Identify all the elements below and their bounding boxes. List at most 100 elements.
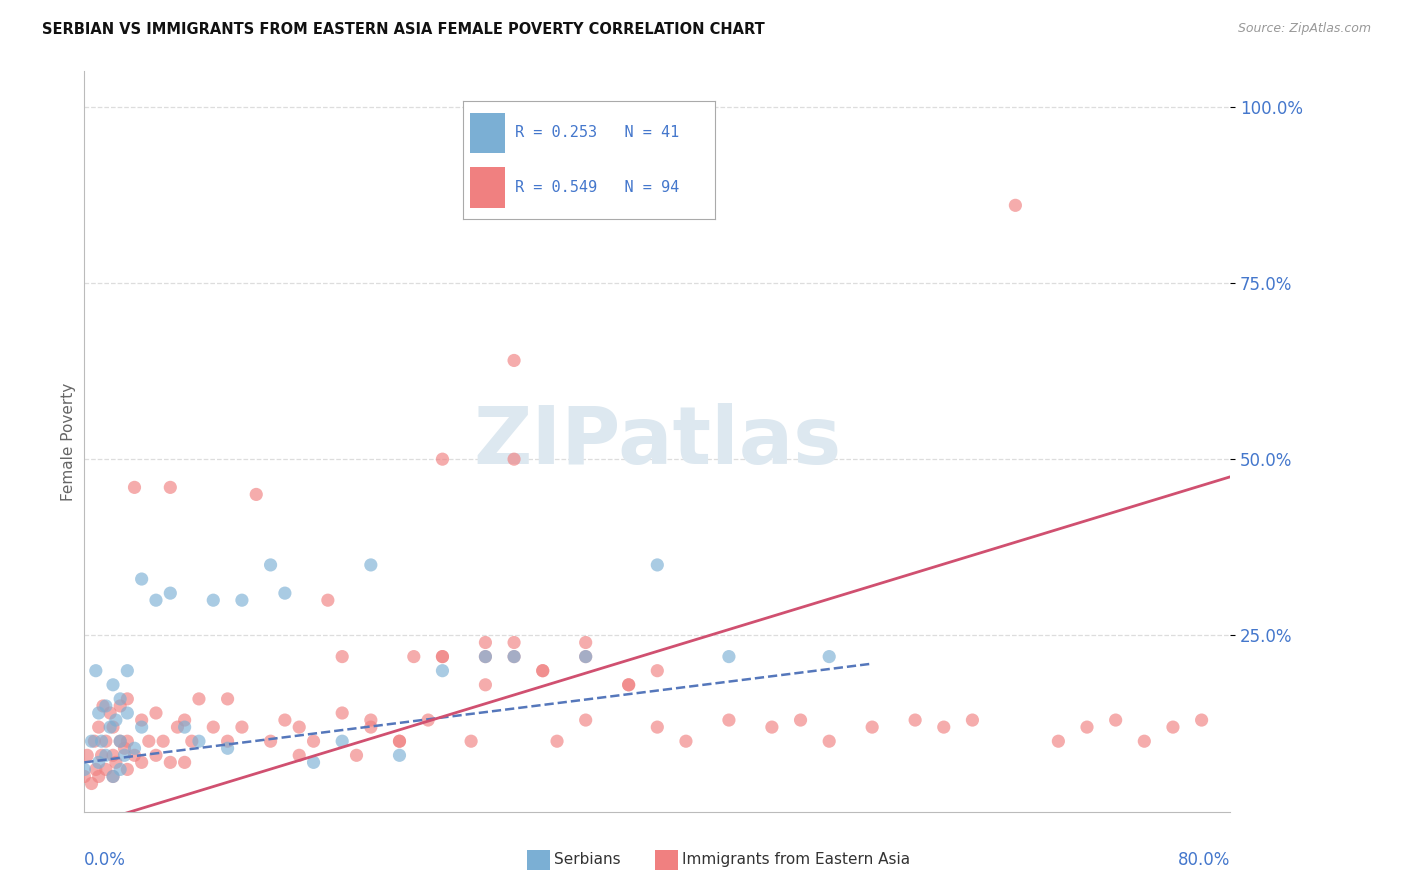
- Point: [87, 720, 110, 734]
- Point: [188, 734, 211, 748]
- Point: [531, 664, 554, 678]
- Point: [131, 756, 153, 770]
- Point: [101, 769, 124, 783]
- Point: [617, 678, 640, 692]
- Point: [647, 720, 669, 734]
- Point: [717, 649, 740, 664]
- Text: ZIPatlas: ZIPatlas: [474, 402, 841, 481]
- Point: [274, 713, 297, 727]
- Point: [217, 692, 239, 706]
- Point: [90, 748, 112, 763]
- Point: [717, 713, 740, 727]
- Point: [503, 635, 526, 649]
- Point: [531, 664, 554, 678]
- Point: [84, 664, 107, 678]
- Point: [388, 734, 411, 748]
- Point: [474, 649, 496, 664]
- Point: [818, 734, 841, 748]
- Point: [180, 734, 202, 748]
- Point: [108, 698, 131, 713]
- Point: [330, 734, 353, 748]
- Point: [302, 756, 325, 770]
- Point: [159, 756, 181, 770]
- Point: [114, 748, 136, 763]
- Point: [360, 720, 382, 734]
- Point: [330, 706, 353, 720]
- Point: [474, 635, 496, 649]
- Point: [231, 720, 253, 734]
- Text: 80.0%: 80.0%: [1178, 851, 1230, 869]
- Point: [94, 748, 117, 763]
- Point: [503, 649, 526, 664]
- Point: [101, 720, 124, 734]
- Point: [117, 664, 139, 678]
- Point: [647, 664, 669, 678]
- Point: [503, 353, 526, 368]
- Point: [188, 692, 211, 706]
- Point: [145, 748, 167, 763]
- Point: [546, 734, 568, 748]
- Point: [138, 734, 160, 748]
- Point: [131, 572, 153, 586]
- Point: [84, 763, 107, 777]
- Point: [117, 763, 139, 777]
- Point: [124, 480, 146, 494]
- Point: [173, 720, 195, 734]
- Point: [432, 452, 454, 467]
- Text: SERBIAN VS IMMIGRANTS FROM EASTERN ASIA FEMALE POVERTY CORRELATION CHART: SERBIAN VS IMMIGRANTS FROM EASTERN ASIA …: [42, 22, 765, 37]
- Point: [124, 741, 146, 756]
- Point: [145, 593, 167, 607]
- Point: [1191, 713, 1213, 727]
- Point: [932, 720, 955, 734]
- Point: [73, 769, 96, 783]
- Point: [124, 748, 146, 763]
- Point: [73, 763, 96, 777]
- Point: [90, 734, 112, 748]
- Point: [131, 713, 153, 727]
- Point: [101, 678, 124, 692]
- Point: [818, 649, 841, 664]
- Point: [173, 756, 195, 770]
- Point: [159, 586, 181, 600]
- Point: [94, 763, 117, 777]
- Point: [432, 649, 454, 664]
- Point: [117, 706, 139, 720]
- Point: [1004, 198, 1026, 212]
- Point: [962, 713, 984, 727]
- Point: [330, 649, 353, 664]
- Point: [789, 713, 811, 727]
- Point: [288, 748, 311, 763]
- Point: [108, 734, 131, 748]
- Point: [145, 706, 167, 720]
- Point: [87, 756, 110, 770]
- Point: [575, 713, 598, 727]
- Point: [83, 734, 105, 748]
- Point: [418, 713, 440, 727]
- Point: [617, 678, 640, 692]
- Point: [87, 706, 110, 720]
- Point: [173, 713, 195, 727]
- Point: [94, 734, 117, 748]
- Point: [104, 756, 127, 770]
- Point: [1076, 720, 1098, 734]
- Text: 0.0%: 0.0%: [84, 851, 127, 869]
- Point: [575, 635, 598, 649]
- Point: [288, 720, 311, 734]
- Point: [259, 558, 281, 572]
- Point: [98, 720, 121, 734]
- Point: [80, 776, 103, 790]
- Point: [159, 480, 181, 494]
- Point: [474, 678, 496, 692]
- Point: [302, 734, 325, 748]
- Text: Serbians: Serbians: [554, 853, 620, 867]
- Point: [503, 649, 526, 664]
- Point: [675, 734, 697, 748]
- Point: [474, 649, 496, 664]
- Point: [76, 748, 98, 763]
- Point: [131, 720, 153, 734]
- Point: [402, 649, 425, 664]
- Point: [101, 748, 124, 763]
- Point: [87, 769, 110, 783]
- Point: [388, 734, 411, 748]
- Point: [1161, 720, 1184, 734]
